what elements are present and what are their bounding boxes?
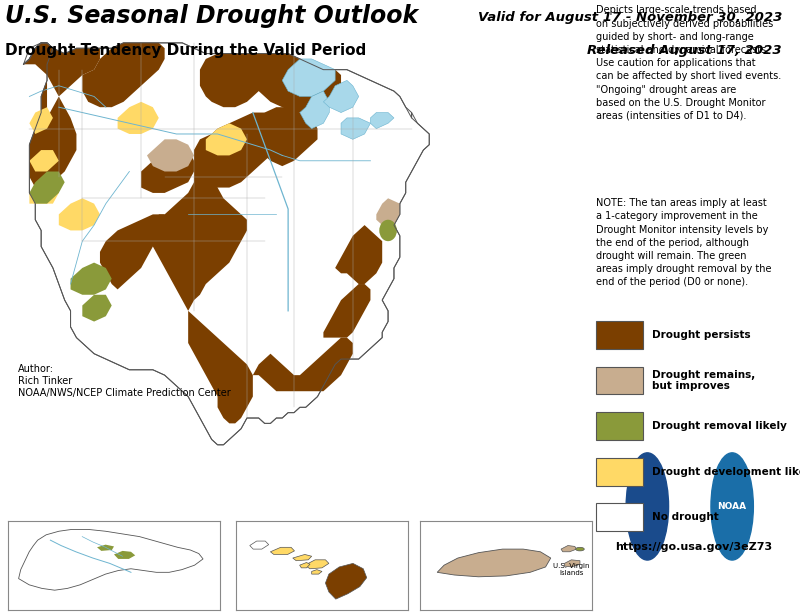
Text: Drought development likely: Drought development likely (651, 466, 800, 477)
Polygon shape (437, 549, 550, 577)
Circle shape (626, 453, 669, 560)
Polygon shape (341, 118, 370, 139)
Polygon shape (200, 54, 282, 107)
Text: NOAA: NOAA (718, 502, 746, 511)
Circle shape (711, 453, 754, 560)
Polygon shape (253, 54, 341, 113)
Polygon shape (561, 546, 577, 552)
Text: U.S. Seasonal Drought Outlook: U.S. Seasonal Drought Outlook (5, 4, 418, 28)
Polygon shape (253, 338, 353, 391)
Polygon shape (300, 562, 310, 568)
Text: NOTE: The tan areas imply at least
a 1-category improvement in the
Drought Monit: NOTE: The tan areas imply at least a 1-c… (597, 198, 772, 288)
Text: Released August 17, 2023: Released August 17, 2023 (587, 44, 782, 57)
Polygon shape (23, 43, 100, 193)
Polygon shape (153, 134, 253, 423)
Polygon shape (323, 284, 370, 338)
Polygon shape (206, 123, 247, 155)
Polygon shape (70, 262, 112, 295)
Polygon shape (30, 107, 53, 134)
Polygon shape (23, 43, 430, 445)
Polygon shape (30, 150, 59, 171)
FancyBboxPatch shape (597, 458, 643, 485)
Polygon shape (335, 225, 382, 284)
Polygon shape (114, 551, 135, 559)
Polygon shape (326, 564, 366, 599)
Text: U.S. Virgin
Islands: U.S. Virgin Islands (553, 563, 590, 576)
Polygon shape (282, 59, 335, 97)
Polygon shape (147, 139, 194, 171)
Text: No drought: No drought (651, 512, 718, 522)
Polygon shape (370, 113, 394, 129)
Polygon shape (250, 541, 269, 549)
Polygon shape (323, 80, 358, 113)
Polygon shape (30, 182, 59, 204)
FancyBboxPatch shape (597, 321, 643, 349)
Polygon shape (30, 171, 65, 204)
Polygon shape (118, 102, 158, 134)
Text: Author:
Rich Tinker
NOAA/NWS/NCEP Climate Prediction Center: Author: Rich Tinker NOAA/NWS/NCEP Climat… (18, 365, 230, 397)
Polygon shape (82, 295, 112, 322)
Polygon shape (270, 547, 294, 554)
Ellipse shape (379, 220, 397, 241)
Polygon shape (293, 554, 312, 561)
Polygon shape (258, 107, 318, 166)
Polygon shape (376, 198, 400, 225)
Polygon shape (300, 91, 330, 129)
Polygon shape (194, 113, 282, 188)
Polygon shape (565, 560, 580, 567)
Text: Drought Tendency During the Valid Period: Drought Tendency During the Valid Period (5, 43, 366, 58)
Text: Drought removal likely: Drought removal likely (651, 421, 786, 431)
Polygon shape (59, 198, 100, 230)
Polygon shape (18, 529, 203, 590)
Text: Depicts large-scale trends based
on subjectively derived probabilities
guided by: Depicts large-scale trends based on subj… (597, 6, 782, 121)
Text: Valid for August 17 - November 30, 2023: Valid for August 17 - November 30, 2023 (478, 11, 782, 24)
Polygon shape (305, 560, 329, 569)
Polygon shape (82, 43, 165, 107)
FancyBboxPatch shape (597, 367, 643, 394)
Text: Drought remains,
but improves: Drought remains, but improves (651, 370, 755, 391)
Polygon shape (100, 214, 165, 290)
Polygon shape (97, 545, 114, 551)
Polygon shape (141, 150, 194, 193)
FancyBboxPatch shape (597, 412, 643, 440)
Text: Drought persists: Drought persists (651, 330, 750, 340)
FancyBboxPatch shape (597, 503, 643, 531)
Ellipse shape (576, 547, 584, 551)
Polygon shape (312, 570, 322, 574)
Text: https://go.usa.gov/3eZ73: https://go.usa.gov/3eZ73 (615, 542, 773, 552)
